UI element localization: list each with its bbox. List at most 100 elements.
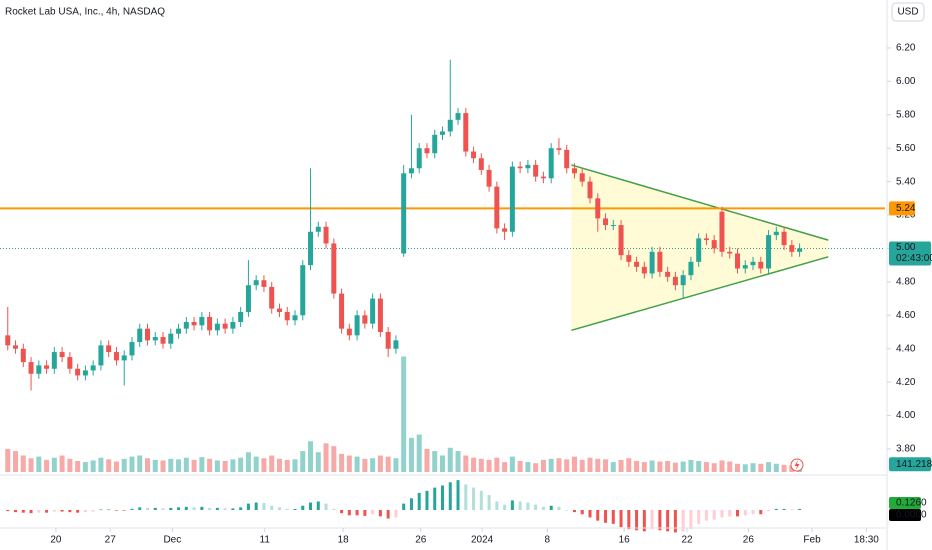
y-tick-label: 5.80 [896, 109, 916, 120]
volume-bar [261, 458, 267, 472]
histogram-bar [45, 510, 49, 513]
volume-bar [502, 462, 508, 472]
histogram-bar [309, 502, 313, 510]
volume-bar [672, 462, 678, 472]
volume-bar [401, 356, 407, 472]
candle-body [331, 243, 337, 294]
candle-body [377, 298, 383, 333]
candle-body [393, 340, 399, 349]
volume-bar [377, 455, 383, 472]
x-tick-label: 18 [338, 535, 350, 546]
candle-body [424, 148, 430, 154]
candle-body [222, 323, 228, 329]
candle-body [595, 198, 601, 219]
volume-bar [113, 461, 119, 472]
histogram-bar [541, 506, 545, 510]
volume-bar [680, 461, 686, 472]
volume-bar [440, 455, 445, 472]
candle-body [51, 352, 57, 369]
y-tick-label: 6.20 [896, 43, 916, 54]
histogram-bar [456, 480, 460, 510]
x-tick-label: 22 [681, 535, 693, 546]
candle-body [447, 119, 453, 132]
currency-button[interactable] [891, 2, 925, 22]
candle-body [28, 362, 34, 374]
triangle-upper-line [571, 164, 829, 241]
volume-bar [339, 453, 345, 472]
histogram-bar [122, 510, 126, 511]
histogram-bar [215, 507, 219, 510]
volume-bar [626, 458, 632, 472]
histogram-bar [316, 501, 320, 510]
volume-bar [82, 462, 88, 472]
volume-bar [564, 459, 570, 472]
candle-body [121, 355, 127, 361]
candle-body [571, 168, 577, 174]
histogram-bar [68, 510, 72, 513]
volume-bar [315, 452, 321, 472]
candle-body [703, 238, 709, 241]
volume-bar [494, 457, 500, 472]
volume-bar [719, 460, 725, 472]
candle-body [773, 231, 779, 236]
volume-bar [634, 461, 640, 472]
volume-bar [75, 461, 81, 472]
candle-body [408, 168, 414, 174]
histogram-bar [246, 503, 250, 510]
volume-bar [509, 456, 515, 472]
histogram-bar [378, 510, 382, 517]
volume-bar [556, 458, 562, 472]
histogram-bar [293, 508, 297, 510]
histogram-bar [580, 510, 584, 515]
histogram-bar [340, 510, 344, 514]
x-tick-label: 27 [105, 535, 117, 546]
candle-body [478, 158, 484, 170]
candle-body [781, 231, 787, 246]
histogram-bar [619, 510, 623, 528]
histogram-bar [565, 510, 569, 511]
volume-bar [649, 460, 655, 472]
volume-bar [486, 459, 492, 472]
histogram-bar [448, 482, 452, 510]
volume-bar [750, 463, 756, 472]
candle-body [471, 151, 477, 159]
histogram-bar [223, 508, 227, 510]
indicator-label: 0.0000 [896, 510, 927, 521]
volume-bar [145, 458, 150, 472]
y-tick-label: 5.60 [896, 143, 916, 154]
candle-body [339, 293, 345, 329]
candle-body [556, 148, 562, 150]
candle-body [323, 226, 329, 244]
candle-body [230, 321, 236, 329]
currency-label[interactable]: USD [897, 7, 918, 18]
candle-body [502, 228, 508, 232]
candle-body [385, 332, 391, 349]
histogram-bar [184, 506, 188, 510]
histogram-bar [402, 503, 406, 510]
candle-body [540, 176, 546, 179]
histogram-bar [169, 507, 173, 510]
histogram-bar [60, 510, 64, 512]
histogram-bar [557, 506, 561, 510]
volume-bar [238, 457, 244, 472]
volume-bar [463, 455, 469, 472]
candle-body [152, 337, 158, 341]
volume-bar [160, 460, 166, 472]
volume-bar [735, 463, 740, 472]
histogram-bar [681, 510, 685, 532]
histogram-bar [91, 510, 95, 512]
histogram-bar [526, 502, 530, 510]
candle-body [440, 131, 445, 135]
candle-body [129, 342, 135, 356]
histogram-bar [76, 510, 80, 513]
histogram-bar [83, 510, 87, 513]
candle-body [509, 166, 515, 232]
histogram-bar [518, 501, 522, 510]
histogram-bar [153, 507, 157, 510]
x-tick-label: 18:30 [854, 535, 879, 546]
histogram-bar [130, 508, 134, 510]
x-tick-label: 11 [260, 535, 271, 546]
candle-body [579, 173, 585, 182]
candle-body [90, 365, 96, 371]
histogram-bar [635, 510, 639, 531]
